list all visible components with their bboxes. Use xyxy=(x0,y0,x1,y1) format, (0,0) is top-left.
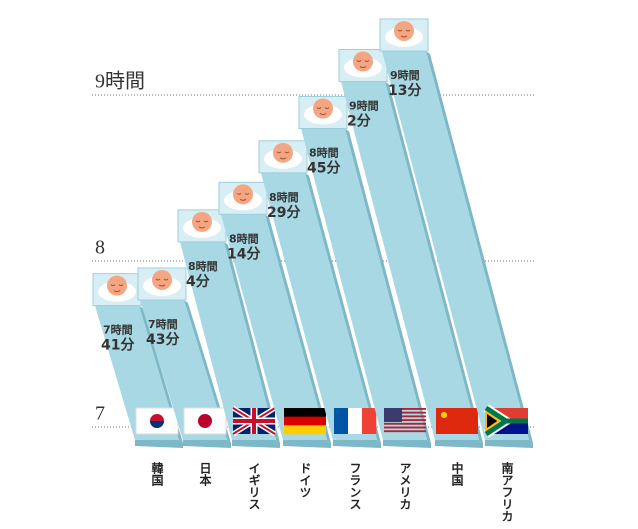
flag xyxy=(436,408,478,434)
x-tick-label: 中国 xyxy=(450,461,464,487)
bar xyxy=(95,305,179,440)
face xyxy=(313,98,333,119)
bed-side xyxy=(265,214,331,443)
x-tick-label: イギリス xyxy=(247,462,261,510)
value-label: 14分 xyxy=(227,246,260,262)
bed-foot xyxy=(283,440,331,448)
flag xyxy=(362,408,377,434)
face xyxy=(233,184,253,205)
bar xyxy=(341,81,479,440)
value-label: 41分 xyxy=(101,338,134,354)
value-label: 13分 xyxy=(388,83,421,99)
x-tick-label: フランス xyxy=(348,462,362,510)
value-label: 7時間 xyxy=(103,323,133,337)
bed-foot xyxy=(333,440,381,448)
flag xyxy=(436,408,478,434)
bar xyxy=(382,50,529,441)
flag xyxy=(348,408,363,434)
face xyxy=(192,211,212,232)
flag xyxy=(150,421,164,428)
eyes xyxy=(236,192,250,201)
value-label: 43分 xyxy=(146,332,179,348)
bar xyxy=(140,299,227,440)
flag xyxy=(284,425,326,435)
value-label: 8時間 xyxy=(269,190,299,204)
flag xyxy=(334,408,349,434)
bar xyxy=(180,241,276,440)
flag xyxy=(384,411,426,414)
flag xyxy=(183,407,227,435)
bed-side xyxy=(184,299,231,443)
bed-side xyxy=(385,81,483,443)
value-label: 2分 xyxy=(347,114,371,130)
flag xyxy=(198,414,212,428)
bed-foot xyxy=(485,440,533,448)
eyes xyxy=(155,278,169,287)
bar xyxy=(301,128,427,440)
flag xyxy=(334,408,377,434)
bed-foot xyxy=(135,440,183,448)
eyes xyxy=(397,29,411,38)
flag xyxy=(384,408,426,433)
flag xyxy=(441,412,447,418)
flag xyxy=(384,408,426,410)
flag xyxy=(384,415,426,418)
value-label: 8時間 xyxy=(309,146,339,160)
y-tick-label: 7 xyxy=(95,403,105,425)
value-label: 9時間 xyxy=(390,68,420,82)
face xyxy=(152,269,172,290)
eyes xyxy=(195,220,209,229)
value-label: 9時間 xyxy=(349,99,379,113)
eyes xyxy=(110,284,124,293)
flag xyxy=(484,405,528,437)
bar xyxy=(221,214,327,440)
face xyxy=(353,51,373,72)
flag xyxy=(483,404,528,438)
flag xyxy=(384,422,426,425)
x-tick-label: 日本 xyxy=(198,462,212,487)
value-label: 8時間 xyxy=(229,231,259,245)
flag xyxy=(284,408,326,435)
y-tick-label: 9時間 xyxy=(95,70,145,93)
bar xyxy=(261,172,377,440)
bed-foot xyxy=(232,440,280,448)
bed-foot xyxy=(383,440,431,448)
value-label: 29分 xyxy=(267,205,300,221)
eyes xyxy=(316,107,330,115)
bed-side xyxy=(224,241,280,443)
x-tick-label: ドイツ xyxy=(298,462,312,498)
value-label: 45分 xyxy=(307,161,340,177)
y-tick-label: 8 xyxy=(95,237,105,259)
flag xyxy=(384,408,402,422)
bed-side xyxy=(345,128,431,443)
eyes xyxy=(356,60,370,69)
value-label: 4分 xyxy=(186,274,210,290)
eyes xyxy=(276,151,290,160)
face xyxy=(394,20,414,41)
x-tick-label: 韓国 xyxy=(150,461,164,487)
bed-foot xyxy=(183,440,231,448)
flag xyxy=(135,407,179,435)
value-label: 7時間 xyxy=(148,317,178,331)
value-label: 8時間 xyxy=(188,259,218,273)
flag xyxy=(233,408,275,434)
bed-side xyxy=(305,172,381,443)
x-tick-label: アメリカ xyxy=(398,462,412,510)
bed-side xyxy=(426,50,533,444)
flag xyxy=(284,416,326,426)
flag xyxy=(384,426,426,429)
flag xyxy=(384,419,426,421)
flag xyxy=(485,410,501,432)
face xyxy=(107,275,127,296)
x-tick-label: 南アフリカ xyxy=(500,461,514,522)
flag xyxy=(231,405,277,437)
flag xyxy=(384,430,426,433)
flag xyxy=(284,408,326,417)
face xyxy=(273,142,293,163)
bed-foot xyxy=(435,440,483,448)
